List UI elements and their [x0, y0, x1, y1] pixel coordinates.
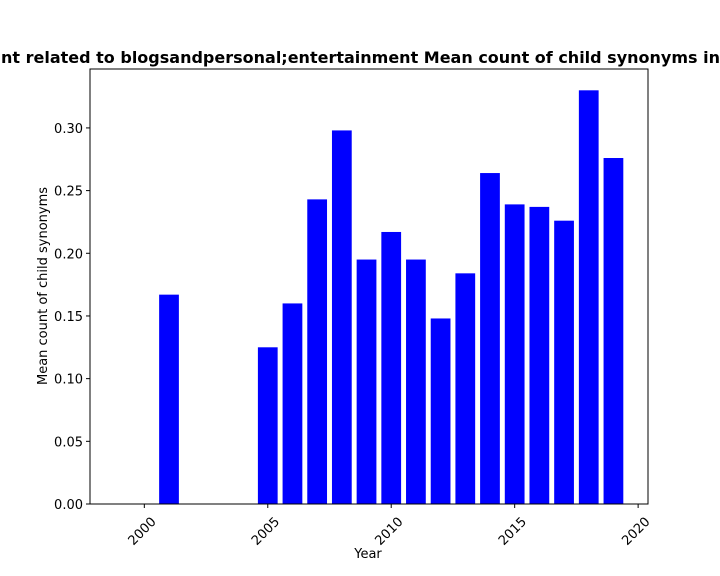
y-tick-label: 0.05 — [54, 435, 83, 450]
x-axis-label: Year — [353, 547, 382, 562]
x-tick-label: 2000 — [126, 515, 160, 549]
bar-2006 — [282, 303, 303, 504]
bar-2018 — [578, 90, 599, 504]
bar-2015 — [504, 204, 525, 505]
bar-2012 — [430, 318, 451, 504]
x-axis-ticks: 2000 2005 2010 2015 2020 — [126, 504, 653, 549]
x-tick-label: 2020 — [619, 515, 653, 549]
x-tick-label: 2015 — [496, 515, 530, 549]
bar-2019 — [603, 158, 624, 504]
bar-2013 — [455, 273, 476, 504]
y-axis-ticks: 0.00 0.05 0.10 0.15 0.20 0.25 0.30 — [54, 122, 90, 513]
bar-2001 — [159, 294, 179, 504]
plot-area-frame — [89, 68, 649, 505]
y-tick-label: 0.25 — [54, 185, 83, 200]
x-tick-label: 2010 — [372, 515, 406, 549]
bars-group — [159, 90, 624, 505]
y-axis-label: Mean count of child synonyms — [36, 187, 51, 385]
x-tick-label: 2005 — [249, 515, 283, 549]
y-tick-label: 0.00 — [54, 498, 83, 513]
bar-2016 — [529, 206, 550, 505]
bar-2007 — [307, 199, 328, 504]
bar-2008 — [331, 130, 352, 504]
y-tick-label: 0.20 — [54, 247, 83, 262]
bar-2005 — [257, 347, 278, 504]
chart-title: nt related to blogsandpersonal;entertain… — [1, 48, 720, 67]
y-tick-label: 0.15 — [54, 310, 83, 325]
y-tick-label: 0.10 — [54, 373, 83, 388]
bar-2010 — [381, 231, 402, 504]
bar-2014 — [480, 173, 500, 504]
bar-2009 — [356, 259, 377, 504]
bar-2011 — [406, 259, 426, 504]
bar-2017 — [554, 220, 574, 504]
y-tick-label: 0.30 — [54, 122, 83, 137]
